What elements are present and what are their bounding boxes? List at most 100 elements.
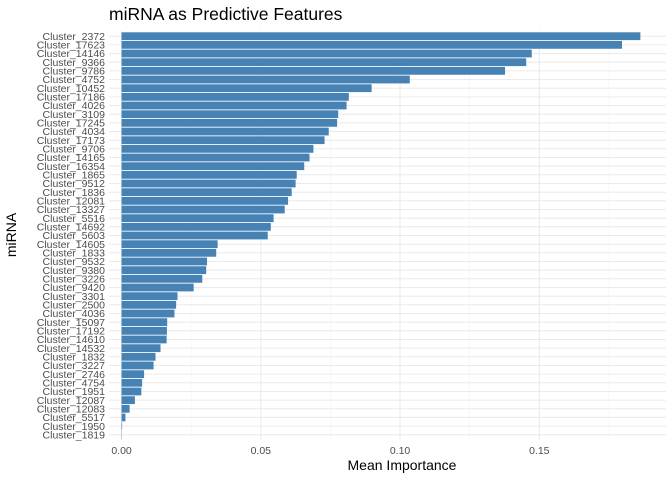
bar-cluster-9420 [121,283,194,292]
bar-cluster-4034 [121,127,329,136]
x-tick-label: 0.00 [111,445,132,457]
y-tick-label: Cluster_14146 [37,48,105,60]
x-tick-label: 0.05 [251,445,272,457]
y-tick-label: Cluster_12081 [37,196,105,208]
y-tick-label: Cluster_17623 [37,40,105,52]
bar-cluster-5517 [121,413,126,422]
y-tick-label: Cluster_5517 [43,412,106,424]
bar-cluster-9512 [121,179,296,188]
bar-cluster-4754 [121,378,143,387]
bar-cluster-16354 [121,162,305,171]
y-tick-label: Cluster_14692 [37,222,105,234]
y-tick-label: Cluster_4752 [43,74,106,86]
y-tick-label: Cluster_9706 [43,144,106,156]
bar-cluster-4026 [121,101,347,110]
y-tick-label: Cluster_2372 [43,31,106,43]
y-tick-label: Cluster_16354 [37,161,105,173]
bar-cluster-15097 [121,318,168,327]
y-tick-label: Cluster_9786 [43,66,106,78]
y-tick-label: Cluster_9532 [43,256,106,268]
bar-cluster-17173 [121,136,325,145]
bar-cluster-1832 [121,352,156,361]
bar-cluster-1951 [121,387,142,396]
bar-cluster-14165 [121,153,310,162]
y-tick-label: Cluster_5603 [43,230,106,242]
y-tick-label: Cluster_2746 [43,369,106,381]
x-axis-tick-labels: 0.00 0.05 0.10 0.15 [111,445,549,457]
y-tick-label: Cluster_9380 [43,265,106,277]
y-tick-label: Cluster_12083 [37,404,105,416]
bar-cluster-9366 [121,58,527,67]
bar-cluster-2746 [121,370,145,379]
bar-cluster-12087 [121,396,135,405]
chart-title: miRNA as Predictive Features [109,4,343,24]
bar-cluster-9786 [121,66,506,75]
y-tick-label: Cluster_1865 [43,170,106,182]
y-tick-label: Cluster_1833 [43,248,106,260]
bar-cluster-17192 [121,326,167,335]
bar-cluster-12081 [121,196,289,205]
bar-cluster-1833 [121,248,217,257]
y-tick-label: Cluster_14165 [37,152,105,164]
bar-cluster-17623 [121,40,622,49]
bar-cluster-5603 [121,231,268,240]
y-tick-label: Cluster_14532 [37,343,105,355]
y-tick-label: Cluster_2500 [43,300,106,312]
bar-cluster-13327 [121,205,285,214]
bar-cluster-14532 [121,344,161,353]
y-tick-label: Cluster_9420 [43,282,106,294]
y-tick-label: Cluster_15097 [37,317,105,329]
x-axis-title: Mean Importance [348,457,457,473]
y-tick-label: Cluster_4026 [43,100,106,112]
y-tick-label: Cluster_3226 [43,274,106,286]
bar-cluster-4036 [121,309,175,318]
y-tick-label: Cluster_3227 [43,360,106,372]
bar-cluster-9532 [121,257,208,266]
x-tick-label: 0.10 [390,445,411,457]
y-tick-label: Cluster_4036 [43,308,106,320]
y-tick-label: Cluster_3109 [43,109,106,121]
y-tick-label: Cluster_5516 [43,213,106,225]
y-tick-label: Cluster_17173 [37,135,105,147]
bar-cluster-14610 [121,335,167,344]
bar-cluster-1836 [121,188,292,197]
y-tick-label: Cluster_9366 [43,57,106,69]
bar-cluster-14146 [121,49,532,58]
bar-cluster-9706 [121,144,314,153]
y-tick-label: Cluster_4034 [43,126,106,138]
bar-cluster-10452 [121,84,372,93]
y-tick-label: Cluster_13327 [37,204,105,216]
y-tick-label: Cluster_17186 [37,92,105,104]
bar-cluster-3227 [121,361,154,370]
y-tick-label: Cluster_3301 [43,291,106,303]
y-tick-label: Cluster_17192 [37,326,105,338]
y-tick-label: Cluster_17245 [37,118,105,130]
bar-cluster-3301 [121,292,178,301]
y-tick-label: Cluster_1819 [43,430,106,442]
y-tick-label: Cluster_10452 [37,83,105,95]
bars [121,32,641,439]
x-tick-label: 0.15 [529,445,550,457]
bar-cluster-1950 [121,422,123,431]
y-tick-label: Cluster_14605 [37,239,105,251]
bar-cluster-14692 [121,222,271,231]
bar-cluster-12083 [121,404,130,413]
y-tick-label: Cluster_4754 [43,378,106,390]
y-tick-label: Cluster_9512 [43,178,106,190]
bar-cluster-9380 [121,266,207,275]
bar-cluster-2500 [121,300,177,309]
y-tick-label: Cluster_12087 [37,395,105,407]
bar-cluster-3226 [121,274,203,283]
bar-cluster-1865 [121,170,297,179]
bar-cluster-4752 [121,75,410,84]
y-tick-label: Cluster_1836 [43,187,106,199]
y-axis-tick-labels: Cluster_2372Cluster_17623Cluster_14146Cl… [37,31,105,442]
y-tick-label: Cluster_14610 [37,334,105,346]
bar-cluster-2372 [121,32,641,41]
y-axis-title: miRNA [3,212,19,257]
bar-cluster-5516 [121,214,274,223]
bar-cluster-17245 [121,118,338,127]
bar-cluster-17186 [121,92,349,101]
bar-cluster-3109 [121,110,339,119]
bar-cluster-14605 [121,240,218,249]
